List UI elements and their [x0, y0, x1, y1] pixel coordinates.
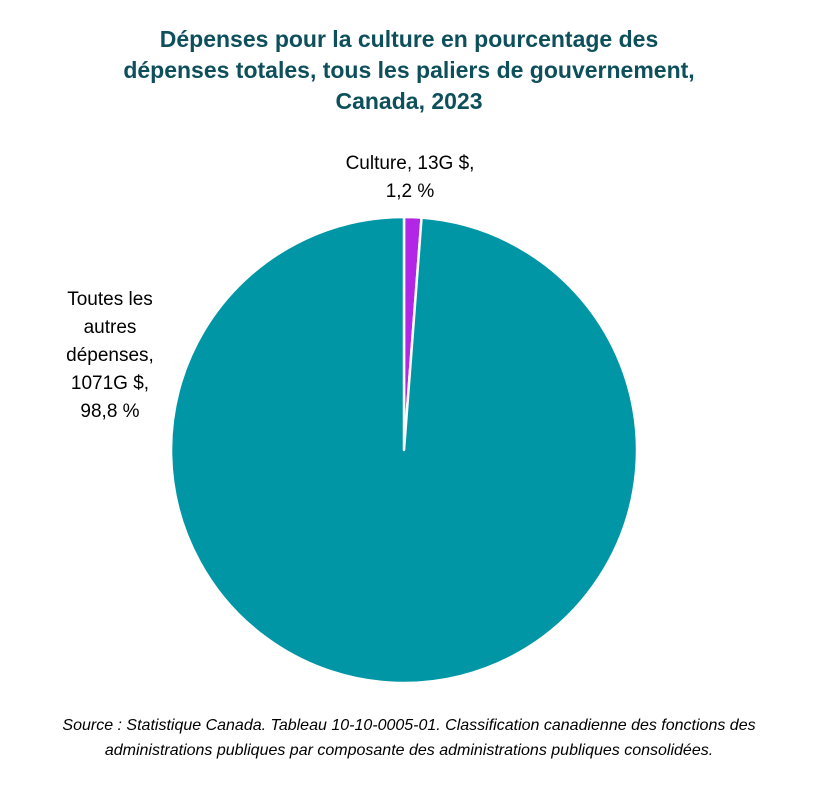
slice-label-other-line-1: Toutes les — [67, 289, 153, 310]
slice-label-other-line-3: dépenses, — [66, 345, 154, 366]
pie-slice-other-expenses — [169, 215, 639, 685]
chart-title-line-1: Dépenses pour la culture en pourcentage … — [159, 26, 659, 52]
source-note-line-2: administrations publiques par composante… — [104, 742, 714, 759]
slice-label-culture-line-1: Culture, 13G $, — [345, 153, 475, 174]
source-note-line-1: Source : Statistique Canada. Tableau 10-… — [62, 717, 756, 734]
slice-label-other-line-5: 98,8 % — [80, 401, 140, 422]
chart-title: Dépenses pour la culture en pourcentage … — [40, 24, 778, 117]
slice-label-other-line-4: 1071G $, — [70, 373, 150, 394]
slice-label-other-line-2: autres — [83, 317, 137, 338]
slice-label-culture-line-2: 1,2 % — [385, 181, 435, 202]
chart-title-line-2: dépenses totales, tous les paliers de go… — [123, 57, 695, 83]
chart-title-line-3: Canada, 2023 — [335, 88, 483, 114]
slice-label-culture: Culture, 13G $, 1,2 % — [330, 150, 490, 206]
source-note: Source : Statistique Canada. Tableau 10-… — [10, 713, 808, 763]
slice-label-other-expenses: Toutes les autres dépenses, 1071G $, 98,… — [40, 286, 180, 426]
